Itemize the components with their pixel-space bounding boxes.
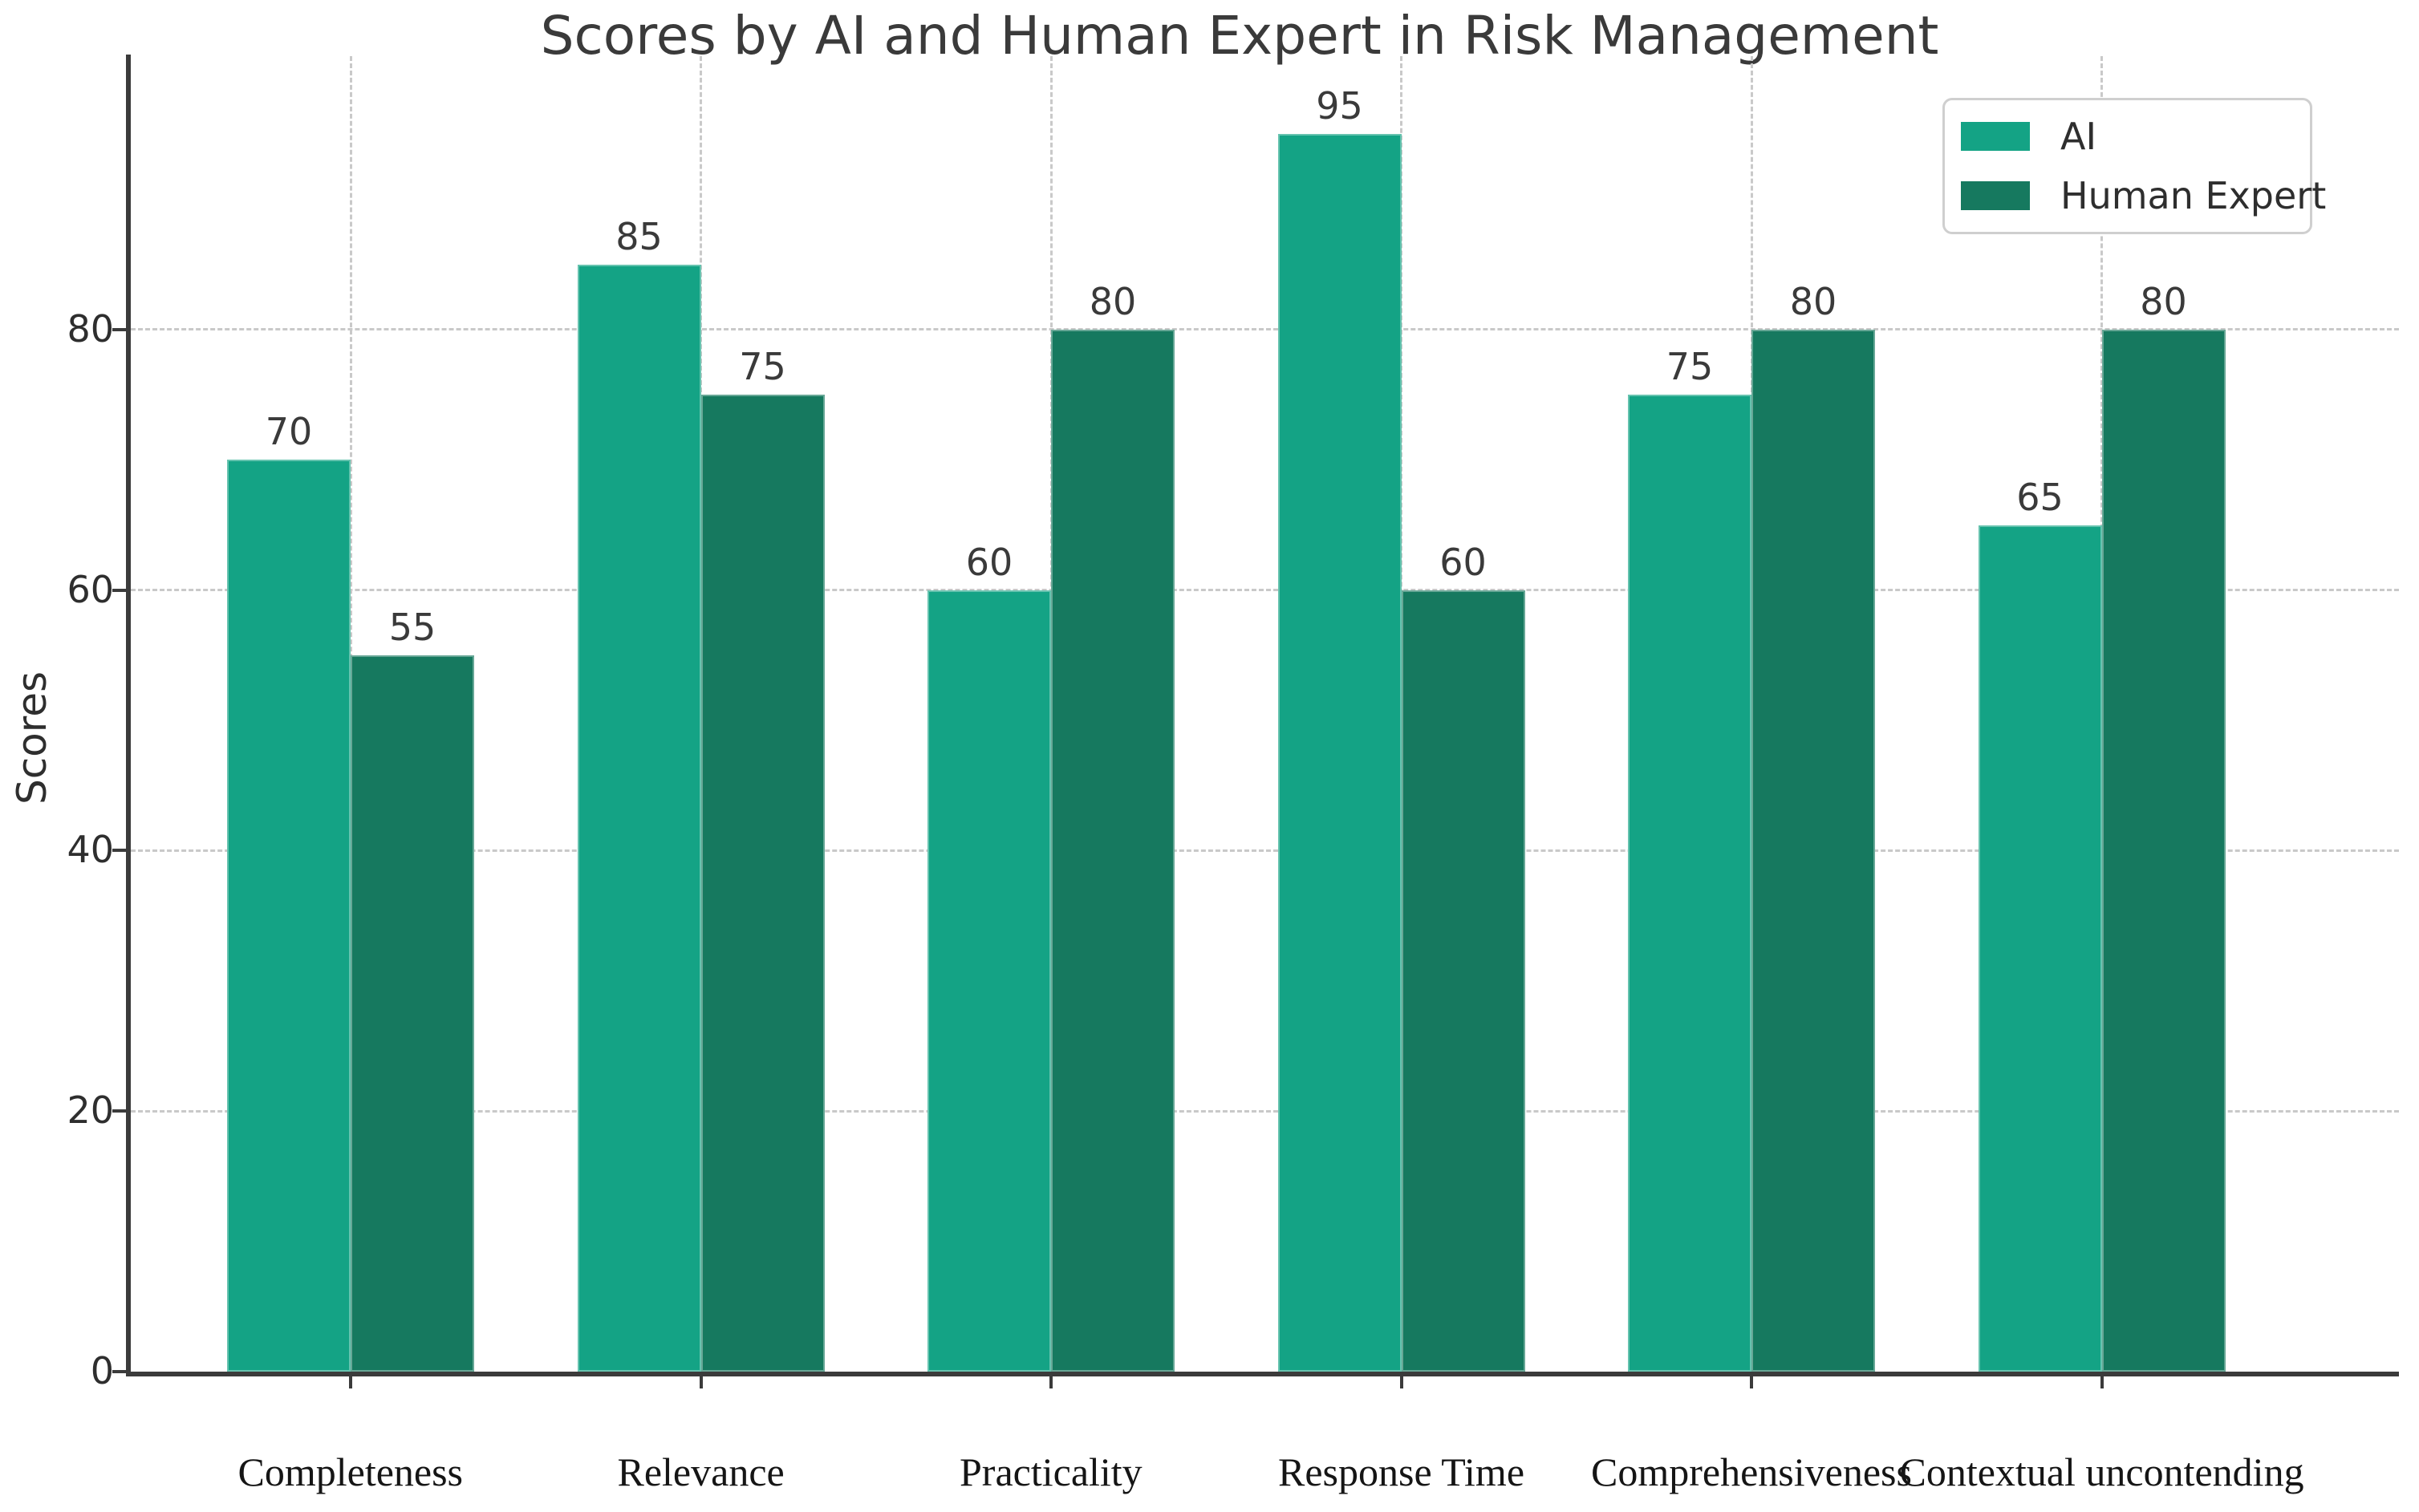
y-tick-label: 80 xyxy=(67,306,114,351)
bar-human-expert xyxy=(2101,329,2226,1372)
y-axis-tick xyxy=(112,849,128,853)
x-category-label: Contextual uncontending xyxy=(1899,1449,2304,1494)
bar-value-label: 80 xyxy=(2140,279,2187,323)
x-category-label: Relevance xyxy=(617,1449,785,1494)
bar-ai xyxy=(927,590,1051,1372)
x-axis-tick xyxy=(1750,1374,1753,1388)
x-category-label: Completeness xyxy=(237,1449,464,1494)
legend: AI Human Expert xyxy=(1942,98,2326,234)
x-axis-tick xyxy=(1399,1374,1403,1388)
legend-label: Human Expert xyxy=(2060,174,2327,217)
x-category-label: Response Time xyxy=(1278,1449,1525,1494)
bar-value-label: 60 xyxy=(1439,540,1487,584)
x-category-label: Comprehensiveness xyxy=(1591,1449,1912,1494)
bar-value-label: 55 xyxy=(388,605,436,649)
y-tick-label: 40 xyxy=(67,828,114,872)
bar-value-label: 75 xyxy=(739,345,786,389)
x-axis-spine xyxy=(126,1372,2399,1376)
bar-ai xyxy=(1628,395,1751,1372)
bar-human-expert xyxy=(700,395,825,1372)
y-tick-label: 0 xyxy=(90,1349,114,1392)
y-axis-tick xyxy=(112,327,128,331)
bar-ai xyxy=(227,460,351,1372)
x-axis-tick xyxy=(2100,1374,2104,1388)
legend-label: AI xyxy=(2060,115,2097,158)
bar-ai xyxy=(577,264,701,1372)
y-tick-label: 20 xyxy=(67,1088,114,1133)
bar-value-label: 70 xyxy=(265,410,313,454)
y-axis-tick xyxy=(112,1109,128,1113)
x-axis-tick xyxy=(699,1374,703,1388)
y-axis-tick xyxy=(112,588,128,592)
bar-value-label: 80 xyxy=(1089,279,1137,323)
horizontal-gridline xyxy=(131,849,2399,852)
x-axis-tick xyxy=(349,1374,352,1388)
bar-human-expert xyxy=(351,655,474,1372)
bar-value-label: 60 xyxy=(965,540,1013,584)
bar-value-label: 65 xyxy=(2016,475,2064,519)
bar-human-expert xyxy=(1051,329,1175,1372)
y-axis-label: Scores xyxy=(9,671,55,805)
legend-swatch xyxy=(1961,122,2030,151)
bar-ai xyxy=(1978,525,2102,1372)
bar-ai xyxy=(1277,134,1402,1372)
chart-title: Scores by AI and Human Expert in Risk Ma… xyxy=(540,5,1939,67)
x-category-label: Practicality xyxy=(960,1449,1143,1494)
bar-human-expert xyxy=(1751,329,1875,1372)
legend-item-human-expert: Human Expert xyxy=(1961,174,2326,217)
horizontal-gridline xyxy=(131,589,2399,592)
y-axis-spine xyxy=(126,55,131,1376)
y-axis-tick xyxy=(112,1370,128,1373)
bar-value-label: 75 xyxy=(1666,345,1714,389)
y-tick-label: 60 xyxy=(67,567,114,611)
horizontal-gridline xyxy=(131,1109,2399,1113)
bar-value-label: 80 xyxy=(1789,279,1837,323)
legend-item-ai: AI xyxy=(1961,115,2294,158)
horizontal-gridline xyxy=(131,328,2399,331)
bar-value-label: 85 xyxy=(615,214,663,258)
bar-value-label: 95 xyxy=(1316,84,1363,128)
x-axis-tick xyxy=(1049,1374,1053,1388)
legend-swatch xyxy=(1961,181,2030,210)
bar-human-expert xyxy=(1401,590,1525,1372)
